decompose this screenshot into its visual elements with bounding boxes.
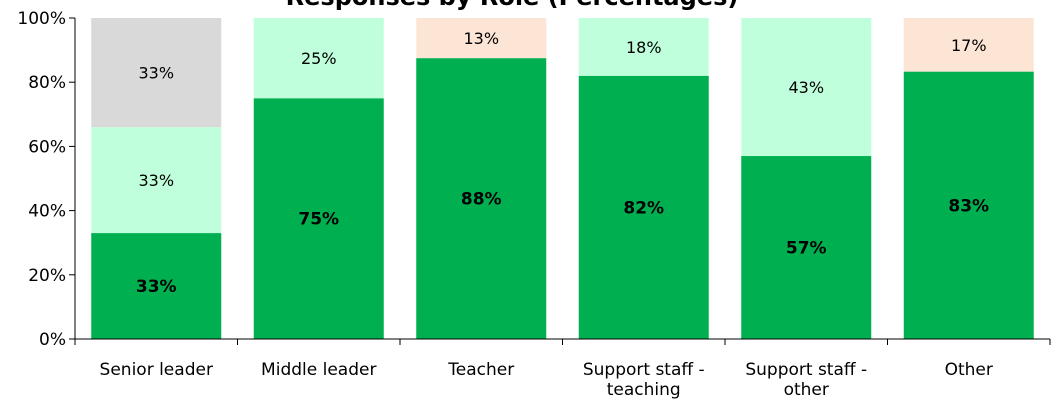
data-label: 33% <box>138 64 174 83</box>
bar-group: 57% 43% <box>741 18 872 339</box>
bar-segment <box>416 18 547 59</box>
bar-segment <box>741 156 872 339</box>
data-label: 33% <box>136 277 177 297</box>
bar-segment <box>91 233 222 339</box>
data-label: 25% <box>301 49 337 68</box>
y-tick-label: 80% <box>28 73 66 93</box>
data-label: 13% <box>463 29 499 48</box>
data-label: 88% <box>461 190 502 210</box>
y-axis: 0% 20% 40% 60% 80% 100% <box>17 9 76 350</box>
y-tick-label: 20% <box>28 266 66 286</box>
x-tick-label: Middle leader <box>261 360 376 380</box>
data-label: 82% <box>623 198 664 218</box>
bar-segment <box>578 75 709 339</box>
bar-group: 75% 25% <box>253 18 384 339</box>
x-tick-label: Teacher <box>447 360 514 380</box>
y-tick-label: 40% <box>28 202 66 222</box>
bar-segment <box>416 58 547 339</box>
bar-group: 88% 13% <box>416 18 547 339</box>
bar-segment <box>91 18 222 128</box>
x-tick-label: Support staff -other <box>745 360 867 400</box>
bar-segment <box>253 98 384 339</box>
bar-segment <box>578 18 709 76</box>
bar-group: 82% 18% <box>578 18 709 339</box>
data-label: 43% <box>788 78 824 97</box>
bar-segment <box>741 18 872 157</box>
data-label: 75% <box>298 210 339 230</box>
data-label: 57% <box>786 239 827 259</box>
data-label: 17% <box>951 36 987 55</box>
bar-segment <box>903 18 1034 72</box>
bar-group: 83% 17% <box>903 18 1034 340</box>
data-label: 33% <box>138 171 174 190</box>
data-label: 83% <box>948 196 989 216</box>
bars: 33% 33% 33% 75% 25% 88% 13% 82% 18% 57% 43% 83% 17% <box>91 18 1034 340</box>
y-tick-label: 60% <box>28 137 66 157</box>
x-tick-label: Other <box>945 360 993 380</box>
chart-title: Responses by Role (Percentages) <box>286 0 739 11</box>
x-tick-label: Senior leader <box>100 360 213 380</box>
y-tick-label: 0% <box>39 330 66 350</box>
bar-group: 33% 33% 33% <box>91 18 222 339</box>
x-axis: Senior leader Middle leader Teacher Support… <box>74 338 1051 400</box>
y-tick-label: 100% <box>17 9 66 29</box>
bar-segment <box>903 71 1034 340</box>
data-label: 18% <box>626 38 662 57</box>
bar-segment <box>91 127 222 234</box>
bar-segment <box>253 18 384 99</box>
x-tick-label: Support staff -teaching <box>583 360 705 400</box>
